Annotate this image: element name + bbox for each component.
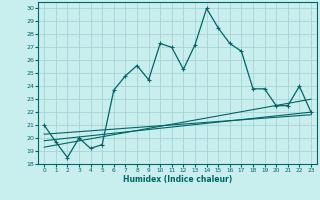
X-axis label: Humidex (Indice chaleur): Humidex (Indice chaleur) [123,175,232,184]
